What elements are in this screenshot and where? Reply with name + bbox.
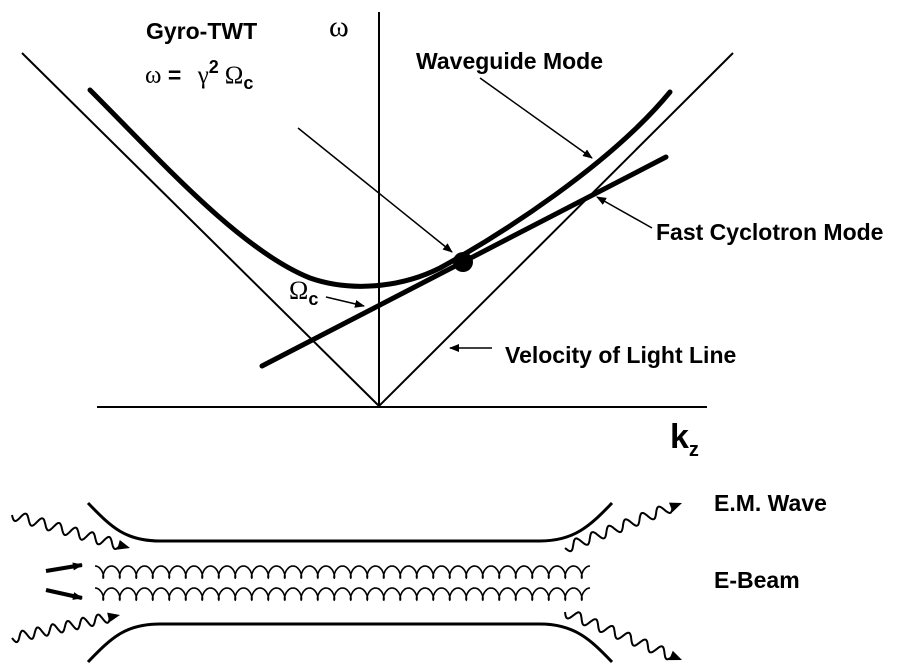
- cutoff-sub: c: [308, 289, 319, 309]
- operating-point-omega: ω: [145, 62, 162, 89]
- em-wave-out-lower-left-head: [107, 612, 120, 623]
- operating-point-omega-c: Ω: [224, 62, 244, 89]
- e-beam-helices: [94, 565, 591, 602]
- em-wave-out-lower: [564, 611, 674, 661]
- operating-point-sup: 2: [208, 57, 219, 77]
- diagram-title: Gyro-TWT: [146, 18, 258, 44]
- em-wave-in-upper: [11, 512, 122, 551]
- waveguide-lower-wall: [86, 622, 614, 664]
- light-line-label: Velocity of Light Line: [505, 342, 737, 368]
- em-wave-out-upper-head: [669, 502, 682, 512]
- operating-point-gamma: γ: [197, 62, 209, 89]
- em-wave-in-upper-head: [117, 540, 130, 550]
- light-line-right: [378, 52, 734, 407]
- waveguide-mode-curve: [87, 87, 673, 289]
- em-wave-out-upper: [564, 505, 674, 553]
- fast-cyclotron-leader: [596, 196, 653, 229]
- fast-cyclotron-mode-label: Fast Cyclotron Mode: [656, 219, 884, 245]
- light-line-left: [21, 52, 380, 407]
- operating-point-dot: [453, 252, 473, 272]
- cutoff-leader: [325, 296, 365, 308]
- em-wave-out-lower-left: [11, 613, 112, 644]
- e-beam-helix-lower: [94, 587, 591, 602]
- waveguide-mode-label: Waveguide Mode: [416, 48, 603, 74]
- cutoff-label: Ωc: [289, 276, 319, 309]
- cutoff-omega: Ω: [289, 276, 309, 305]
- operating-point-sub: c: [243, 73, 254, 93]
- kz-axis-label: kz: [670, 418, 699, 461]
- waveguide-mode-leader: [479, 77, 593, 159]
- operating-point-leader: [297, 127, 453, 253]
- kz-sub: z: [688, 439, 699, 461]
- e-beam-helix-upper: [94, 565, 591, 580]
- em-wave-arrows: [11, 502, 682, 661]
- em-wave-label: E.M. Wave: [714, 490, 827, 516]
- e-beam-label: E-Beam: [714, 567, 800, 593]
- omega-axis-label: ω: [329, 10, 349, 43]
- kz-main: k: [670, 418, 689, 456]
- em-wave-out-lower-head: [669, 650, 682, 661]
- operating-point-label: ω = γ2 Ωc: [145, 57, 254, 93]
- operating-point-equals: =: [161, 62, 188, 88]
- beam-arrow-upper: [45, 562, 83, 573]
- beam-arrow-lower: [45, 588, 83, 600]
- waveguide-upper-wall: [86, 501, 614, 543]
